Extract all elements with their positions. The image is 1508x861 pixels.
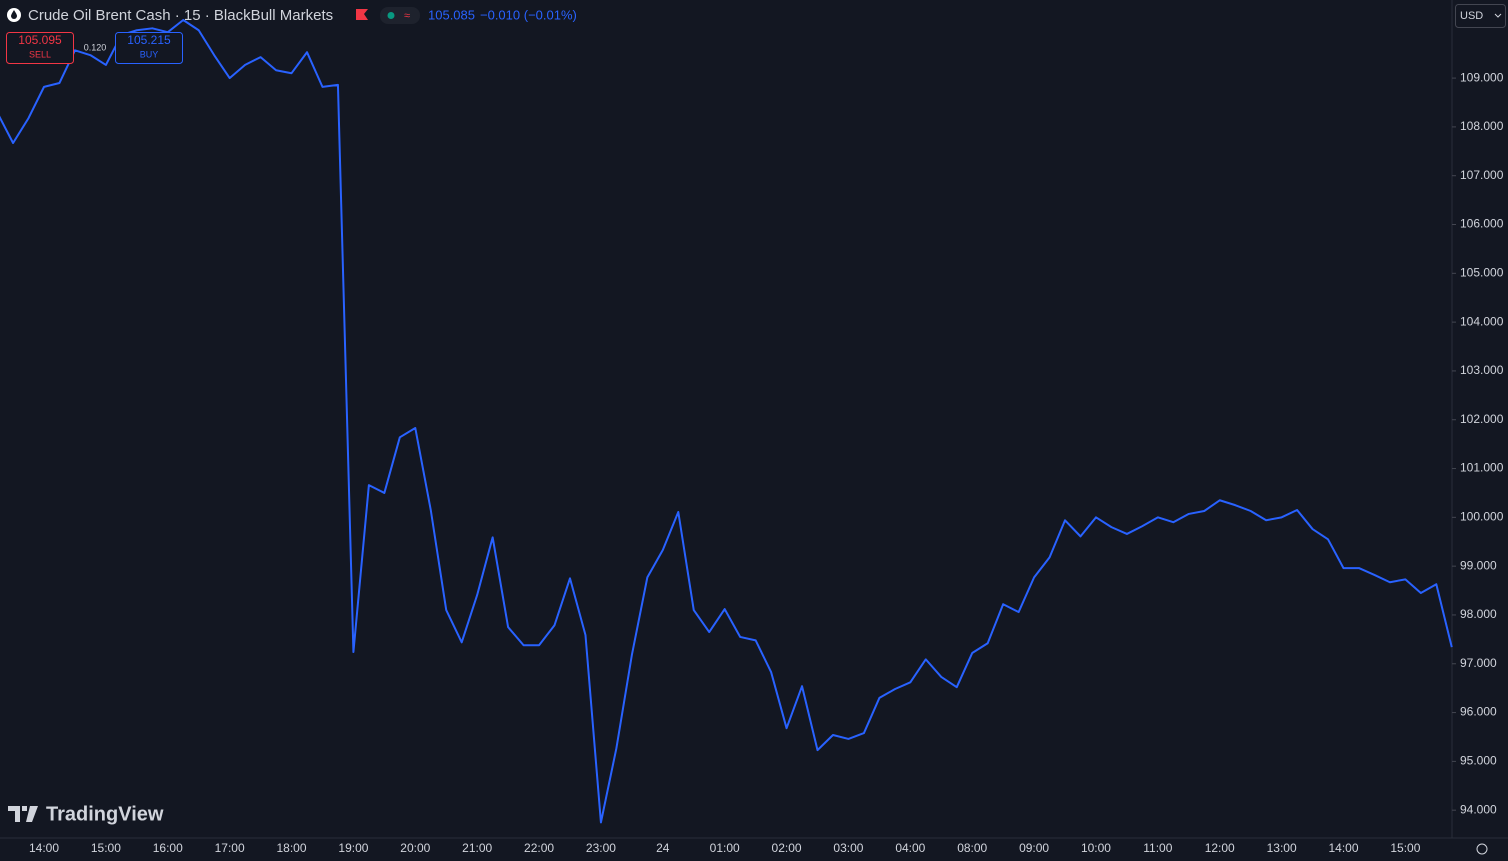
logo: TradingView bbox=[8, 803, 164, 825]
y-tick-label: 100.000 bbox=[1460, 510, 1504, 524]
sell-button[interactable] bbox=[6, 32, 74, 64]
y-tick-label: 103.000 bbox=[1460, 363, 1504, 377]
x-tick-label: 02:00 bbox=[772, 841, 802, 855]
brand: TradingView bbox=[46, 803, 164, 825]
y-tick-label: 101.000 bbox=[1460, 461, 1504, 475]
y-tick-label: 95.000 bbox=[1460, 754, 1497, 768]
legend-bar: Crude Oil Brent Cash · 15 · BlackBull Ma… bbox=[6, 7, 577, 64]
y-tick-label: 106.000 bbox=[1460, 217, 1504, 231]
x-tick-label: 23:00 bbox=[586, 841, 616, 855]
x-tick-label: 15:00 bbox=[1390, 841, 1420, 855]
y-tick-label: 96.000 bbox=[1460, 705, 1497, 719]
x-tick-label: 20:00 bbox=[400, 841, 430, 855]
y-tick-label: 104.000 bbox=[1460, 314, 1504, 328]
y-tick-label: 102.000 bbox=[1460, 412, 1504, 426]
x-tick-label: 08:00 bbox=[957, 841, 987, 855]
x-tick-label: 18:00 bbox=[277, 841, 307, 855]
x-tick-label: 17:00 bbox=[215, 841, 245, 855]
y-tick-label: 99.000 bbox=[1460, 558, 1497, 572]
x-tick-label: 04:00 bbox=[895, 841, 925, 855]
x-tick-label: 11:00 bbox=[1143, 841, 1172, 855]
y-tick-label: 107.000 bbox=[1460, 168, 1504, 182]
x-tick-label: 10:00 bbox=[1081, 841, 1111, 855]
x-tick-label: 22:00 bbox=[524, 841, 554, 855]
drop-icon bbox=[11, 10, 17, 19]
buy-button[interactable] bbox=[115, 32, 183, 64]
symbol-title: Crude Oil Brent Cash · 15 · BlackBull Ma… bbox=[28, 7, 333, 24]
plot-area bbox=[0, 19, 1453, 824]
currency: USD bbox=[1460, 10, 1483, 22]
status-dot bbox=[387, 12, 395, 19]
y-tick-label: 105.000 bbox=[1460, 265, 1504, 279]
x-tick-label: 19:00 bbox=[338, 841, 368, 855]
x-tick-label: 14:00 bbox=[1328, 841, 1358, 855]
buy-label: BUY bbox=[140, 49, 159, 59]
buy-price: 105.215 bbox=[127, 33, 171, 47]
price-change: −0.010 (−0.01%) bbox=[480, 7, 577, 22]
y-tick-label: 94.000 bbox=[1460, 802, 1497, 816]
sell-label: SELL bbox=[29, 49, 51, 59]
y-tick-label: 97.000 bbox=[1460, 656, 1497, 670]
x-tick-label: 14:00 bbox=[29, 841, 59, 855]
x-tick-label: 01:00 bbox=[710, 841, 740, 855]
chevron bbox=[1494, 13, 1502, 18]
x-tick-label: 24 bbox=[656, 841, 670, 855]
status-icon: ≈ bbox=[404, 10, 410, 22]
flag[interactable] bbox=[356, 9, 368, 20]
price-line bbox=[0, 19, 1453, 824]
x-tick-label: 13:00 bbox=[1267, 841, 1297, 855]
x-tick-label: 21:00 bbox=[462, 841, 492, 855]
x-tick-label: 09:00 bbox=[1019, 841, 1049, 855]
currency-selector[interactable] bbox=[1455, 4, 1506, 28]
logo-mark bbox=[8, 806, 38, 822]
spread: 0.120 bbox=[84, 42, 107, 52]
x-tick-label: 03:00 bbox=[833, 841, 863, 855]
y-tick-label: 108.000 bbox=[1460, 119, 1504, 133]
settings-button[interactable] bbox=[1476, 843, 1488, 855]
y-tick-label: 109.000 bbox=[1460, 70, 1504, 84]
x-tick-label: 15:00 bbox=[91, 841, 121, 855]
x-tick-label: 12:00 bbox=[1205, 841, 1235, 855]
market-status[interactable] bbox=[380, 7, 420, 24]
x-tick-label: 16:00 bbox=[153, 841, 183, 855]
sell-price: 105.095 bbox=[18, 33, 62, 47]
last-price: 105.085 bbox=[428, 7, 475, 22]
y-tick-label: 98.000 bbox=[1460, 607, 1497, 621]
